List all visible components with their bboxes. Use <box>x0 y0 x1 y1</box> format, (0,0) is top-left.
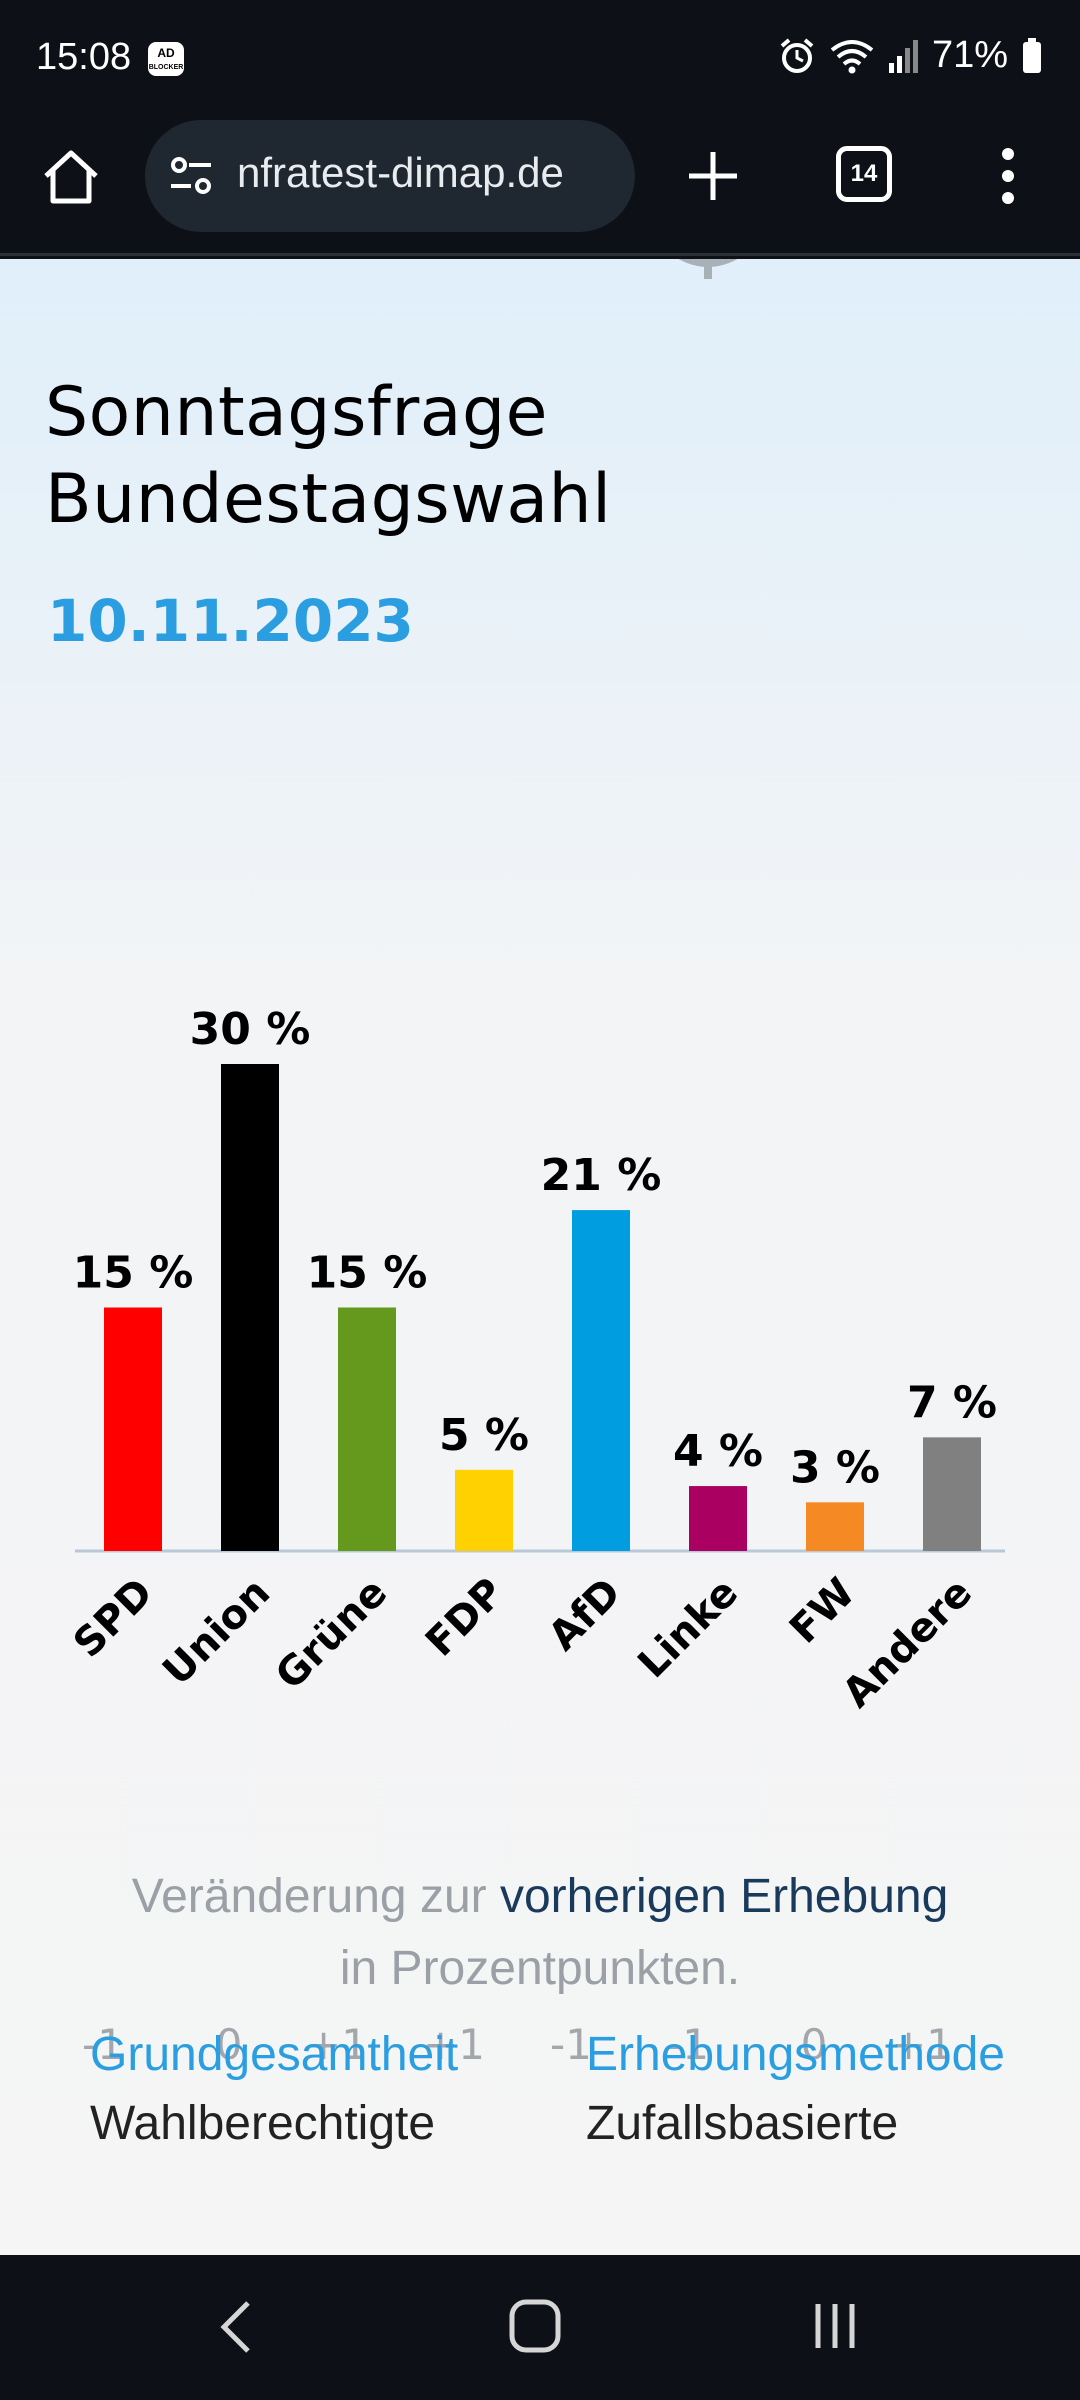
home-button-icon[interactable] <box>508 2298 562 2354</box>
adblock-icon: AD BLOCKER <box>148 42 184 76</box>
battery-percent: 71% <box>931 34 1008 76</box>
battery-icon <box>1023 37 1041 73</box>
new-tab-icon[interactable] <box>685 148 741 204</box>
bar-fdp <box>455 1469 513 1551</box>
poll-bar-chart: 15 % SPD -1 30 % Union 0 15 % Grüne +1 5 % FDP +1 21… <box>65 1004 1005 2059</box>
category-label-fw: FW <box>781 1570 864 1653</box>
system-nav-bar <box>0 2255 1080 2400</box>
info-population: Grundgesamtheit Wahlberechtigte <box>90 2027 458 2151</box>
info-population-heading[interactable]: Grundgesamtheit <box>90 2028 459 2081</box>
home-icon[interactable] <box>40 146 102 208</box>
back-icon[interactable] <box>210 2297 260 2357</box>
url-bar[interactable]: nfratest-dimap.de <box>145 120 635 232</box>
change-label-grüne: +1 <box>306 2020 368 2059</box>
bar-union <box>221 1064 279 1551</box>
bar-linke <box>689 1486 747 1551</box>
alarm-icon <box>780 37 814 73</box>
change-label-fdp: +1 <box>423 2020 485 2059</box>
bar-afd <box>572 1210 630 1551</box>
info-method: Erhebungsmethode Zufallsbasierte <box>586 2027 1005 2151</box>
footnote-line2: in Prozentpunkten. <box>339 1942 741 1995</box>
category-label-fdp: FDP <box>417 1570 513 1666</box>
value-label-andere: 7 % <box>907 1377 997 1428</box>
status-time: 15:08 <box>36 36 132 78</box>
status-bar: 15:08 AD BLOCKER 71% <box>0 0 1080 120</box>
category-label-linke: Linke <box>629 1570 747 1688</box>
change-label-linke: -1 <box>667 2020 709 2059</box>
change-footnote: Veränderung zur vorherigen Erhebung in P… <box>0 1861 1080 2005</box>
category-label-andere: Andere <box>834 1570 981 1717</box>
info-method-heading[interactable]: Erhebungsmethode <box>586 2028 1005 2081</box>
value-label-afd: 21 % <box>541 1150 662 1201</box>
page-title-line1: Sonntagsfrage <box>45 373 548 452</box>
page-title-line2: Bundestagswahl <box>45 460 612 539</box>
page-content: Sonntagsfrage Bundestagswahl 10.11.2023 … <box>0 259 1080 2255</box>
previous-survey-link[interactable]: vorherigen Erhebung <box>499 1870 949 1923</box>
more-menu-icon[interactable] <box>995 146 1021 206</box>
value-label-fw: 3 % <box>790 1442 880 1493</box>
wifi-icon <box>830 39 874 73</box>
logo-icon <box>678 259 738 279</box>
value-label-spd: 15 % <box>73 1248 194 1299</box>
browser-toolbar: nfratest-dimap.de 14 <box>0 120 1080 256</box>
footnote-prefix: Veränderung zur <box>131 1870 500 1923</box>
signal-icon <box>888 39 918 73</box>
info-method-value: Zufallsbasierte <box>586 2097 899 2150</box>
site-settings-icon[interactable] <box>167 154 215 198</box>
change-label-afd: -1 <box>550 2020 592 2059</box>
change-label-fw: 0 <box>801 2020 828 2059</box>
change-label-union: 0 <box>216 2020 243 2059</box>
info-population-value: Wahlberechtigte <box>90 2097 436 2150</box>
bar-spd <box>104 1307 162 1551</box>
bar-grüne <box>338 1307 396 1551</box>
value-label-linke: 4 % <box>673 1426 763 1477</box>
category-label-union: Union <box>154 1570 279 1695</box>
value-label-union: 30 % <box>190 1004 311 1055</box>
change-label-andere: +1 <box>891 2020 953 2059</box>
survey-date: 10.11.2023 <box>47 587 414 655</box>
url-text[interactable]: nfratest-dimap.de <box>237 149 564 196</box>
recents-icon[interactable] <box>810 2300 860 2352</box>
change-label-spd: -1 <box>82 2020 124 2059</box>
value-label-fdp: 5 % <box>439 1410 529 1461</box>
value-label-grüne: 15 % <box>307 1248 428 1299</box>
category-label-spd: SPD <box>65 1570 162 1667</box>
bar-fw <box>806 1502 864 1551</box>
tabs-icon[interactable]: 14 <box>836 146 892 202</box>
category-label-afd: AfD <box>540 1570 630 1660</box>
category-label-grüne: Grüne <box>267 1570 396 1699</box>
bar-andere <box>923 1437 981 1551</box>
page-title: Sonntagsfrage Bundestagswahl <box>45 369 945 543</box>
